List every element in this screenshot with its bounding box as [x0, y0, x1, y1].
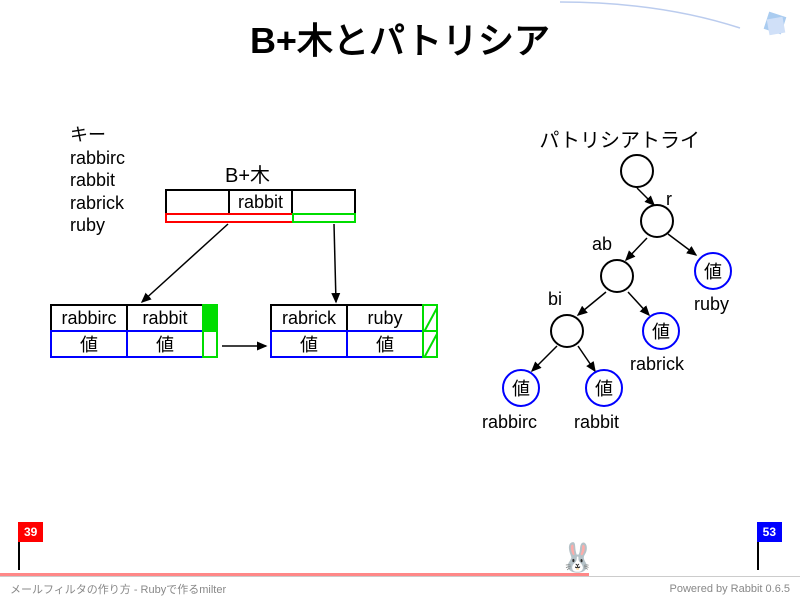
flag-current: 39 — [18, 522, 43, 570]
keys-heading: キー — [70, 124, 125, 147]
leaf-key: rabbirc — [50, 304, 128, 332]
trie-value-label: rabbit — [574, 412, 619, 433]
trie-value-node: 値 — [694, 252, 732, 290]
btree-leaf: rabbirc rabbit 値 値 — [50, 304, 218, 358]
leaf-key: rabrick — [270, 304, 348, 332]
trie-node — [550, 314, 584, 348]
flag-current-num: 39 — [18, 522, 43, 542]
leaf-value: 値 — [270, 330, 348, 358]
key-item: rabbit — [70, 169, 125, 192]
flag-total: 53 — [757, 522, 782, 570]
leaf-key: ruby — [346, 304, 424, 332]
trie-value-node: 値 — [642, 312, 680, 350]
leaf-value: 値 — [346, 330, 424, 358]
leaf-tail — [202, 304, 218, 332]
trie-edge-label: ab — [592, 234, 612, 255]
content-area: キー rabbirc rabbit rabrick ruby B+木 rabbi… — [0, 84, 800, 524]
trie-edge-label: r — [666, 189, 672, 210]
trie-value-label: ruby — [694, 294, 729, 315]
rabbit-icon: 🐰 — [560, 541, 595, 574]
trie-value-label: rabrick — [630, 354, 684, 375]
btree-label: B+木 — [225, 159, 270, 188]
leaf-value: 値 — [126, 330, 204, 358]
flag-total-num: 53 — [757, 522, 782, 542]
keys-section: キー rabbirc rabbit rabrick ruby — [70, 124, 125, 237]
btree-root: rabbit — [165, 189, 356, 221]
footer-right: Powered by Rabbit 0.6.5 — [670, 583, 790, 595]
trie-node — [600, 259, 634, 293]
footer: メールフィルタの作り方 - Rubyで作るmilter Powered by R… — [0, 576, 800, 600]
root-underbar-left — [165, 213, 294, 223]
leaf-tail — [422, 304, 438, 332]
trie-value-label: rabbirc — [482, 412, 537, 433]
footer-left: メールフィルタの作り方 - Rubyで作るmilter — [10, 581, 226, 597]
corner-icon — [756, 8, 792, 44]
trie-edge-label: bi — [548, 289, 562, 310]
trie-value-node: 値 — [585, 369, 623, 407]
key-item: ruby — [70, 214, 125, 237]
btree-leaf: rabrick ruby 値 値 — [270, 304, 438, 358]
trie-value-node: 値 — [502, 369, 540, 407]
key-item: rabrick — [70, 192, 125, 215]
leaf-tail — [202, 330, 218, 358]
leaf-key: rabbit — [126, 304, 204, 332]
root-cell — [165, 189, 230, 215]
leaf-tail — [422, 330, 438, 358]
leaf-value: 値 — [50, 330, 128, 358]
key-item: rabbirc — [70, 147, 125, 170]
root-underbar-right — [292, 213, 356, 223]
root-cell — [291, 189, 356, 215]
top-curve-decoration — [560, 0, 760, 30]
trie-node — [620, 154, 654, 188]
root-cell: rabbit — [228, 189, 293, 215]
